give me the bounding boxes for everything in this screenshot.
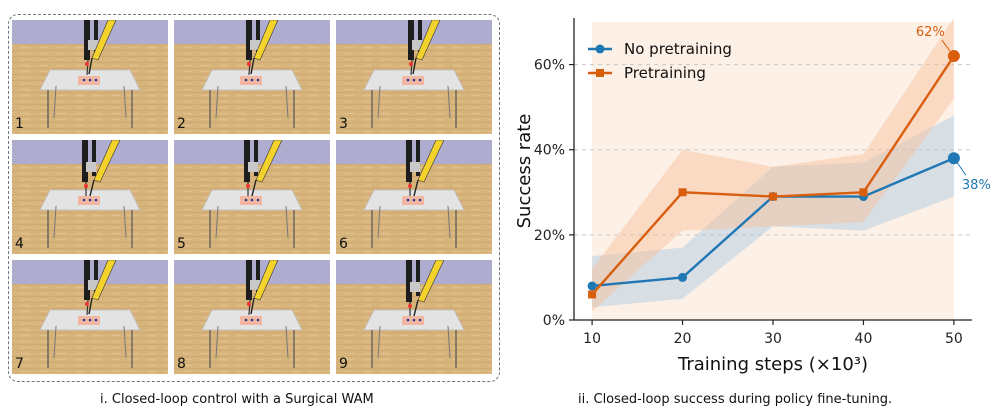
frame-6: 6 (336, 140, 492, 254)
end-label-leader-pretraining (941, 39, 951, 52)
frame-3-image (336, 20, 492, 134)
success-rate-chart: 0% 20% 40% 60% 10 20 30 40 50 Training steps (×1… (514, 17, 991, 375)
frame-1-image (12, 20, 168, 134)
frame-9-number: 9 (339, 356, 348, 372)
x-tick-label-40: 40 (855, 331, 873, 347)
end-label-pretraining: 62% (916, 25, 945, 40)
y-tick-label-0%: 0% (543, 313, 565, 329)
frame-3: 3 (336, 20, 492, 134)
frame-7-image (12, 260, 168, 374)
frame-5-number: 5 (177, 236, 186, 252)
frame-grid-border (8, 14, 500, 382)
frame-4: 4 (12, 140, 168, 254)
frame-2-image (174, 20, 330, 134)
frame-7: 7 (12, 260, 168, 374)
frame-1: 1 (12, 20, 168, 134)
series-lines (587, 50, 960, 299)
frame-4-image (12, 140, 168, 254)
end-label-leader-no-pretraining (956, 161, 967, 176)
legend-pretraining-marker (596, 69, 604, 77)
right-caption: ii. Closed-loop success during policy fi… (578, 392, 893, 407)
legend-no-pretraining-label: No pretraining (624, 40, 732, 58)
point-pretraining-30 (769, 192, 777, 201)
left-caption: i. Closed-loop control with a Surgical W… (100, 392, 374, 407)
y-axis-title: Success rate (514, 114, 535, 229)
point-no-pretraining-20 (678, 272, 688, 282)
legend: No pretraining Pretraining (588, 40, 732, 82)
legend-pretraining-label: Pretraining (624, 64, 706, 82)
frame-2-number: 2 (177, 116, 186, 132)
x-tick-label-20: 20 (674, 331, 692, 347)
frame-9-image (336, 260, 492, 374)
frame-7-number: 7 (15, 356, 24, 372)
legend-no-pretraining-marker (595, 44, 605, 54)
frame-5: 5 (174, 140, 330, 254)
x-tick-label-50: 50 (945, 331, 963, 347)
frame-6-number: 6 (339, 236, 348, 252)
frame-1-number: 1 (15, 116, 24, 132)
band-no-pretraining (592, 115, 954, 308)
point-no-pretraining-10 (587, 281, 597, 291)
end-label-no-pretraining: 38% (962, 178, 991, 193)
frame-3-number: 3 (339, 116, 348, 132)
point-pretraining-50 (947, 50, 960, 63)
plot-background (592, 22, 954, 320)
frame-8: 8 (174, 260, 330, 374)
y-tick-label-60%: 60% (534, 58, 565, 74)
x-axis-title: Training steps (×10³) (677, 354, 868, 375)
frame-6-image (336, 140, 492, 254)
point-pretraining-20 (678, 188, 687, 197)
grid-lines (574, 64, 972, 236)
x-tick-label-30: 30 (764, 331, 782, 347)
tick-labels: 0% 20% 40% 60% 10 20 30 40 50 (534, 58, 963, 347)
frame-2: 2 (174, 20, 330, 134)
frame-8-image (174, 260, 330, 374)
y-tick-label-20%: 20% (534, 228, 565, 244)
frame-4-number: 4 (15, 236, 24, 252)
frame-8-number: 8 (177, 356, 186, 372)
point-pretraining-40 (859, 188, 868, 197)
point-pretraining-10 (588, 290, 597, 299)
point-no-pretraining-50 (947, 152, 960, 165)
y-tick-label-40%: 40% (534, 143, 565, 159)
x-tick-label-10: 10 (583, 331, 601, 347)
frame-5-image (174, 140, 330, 254)
frame-9: 9 (336, 260, 492, 374)
axes (569, 18, 972, 325)
